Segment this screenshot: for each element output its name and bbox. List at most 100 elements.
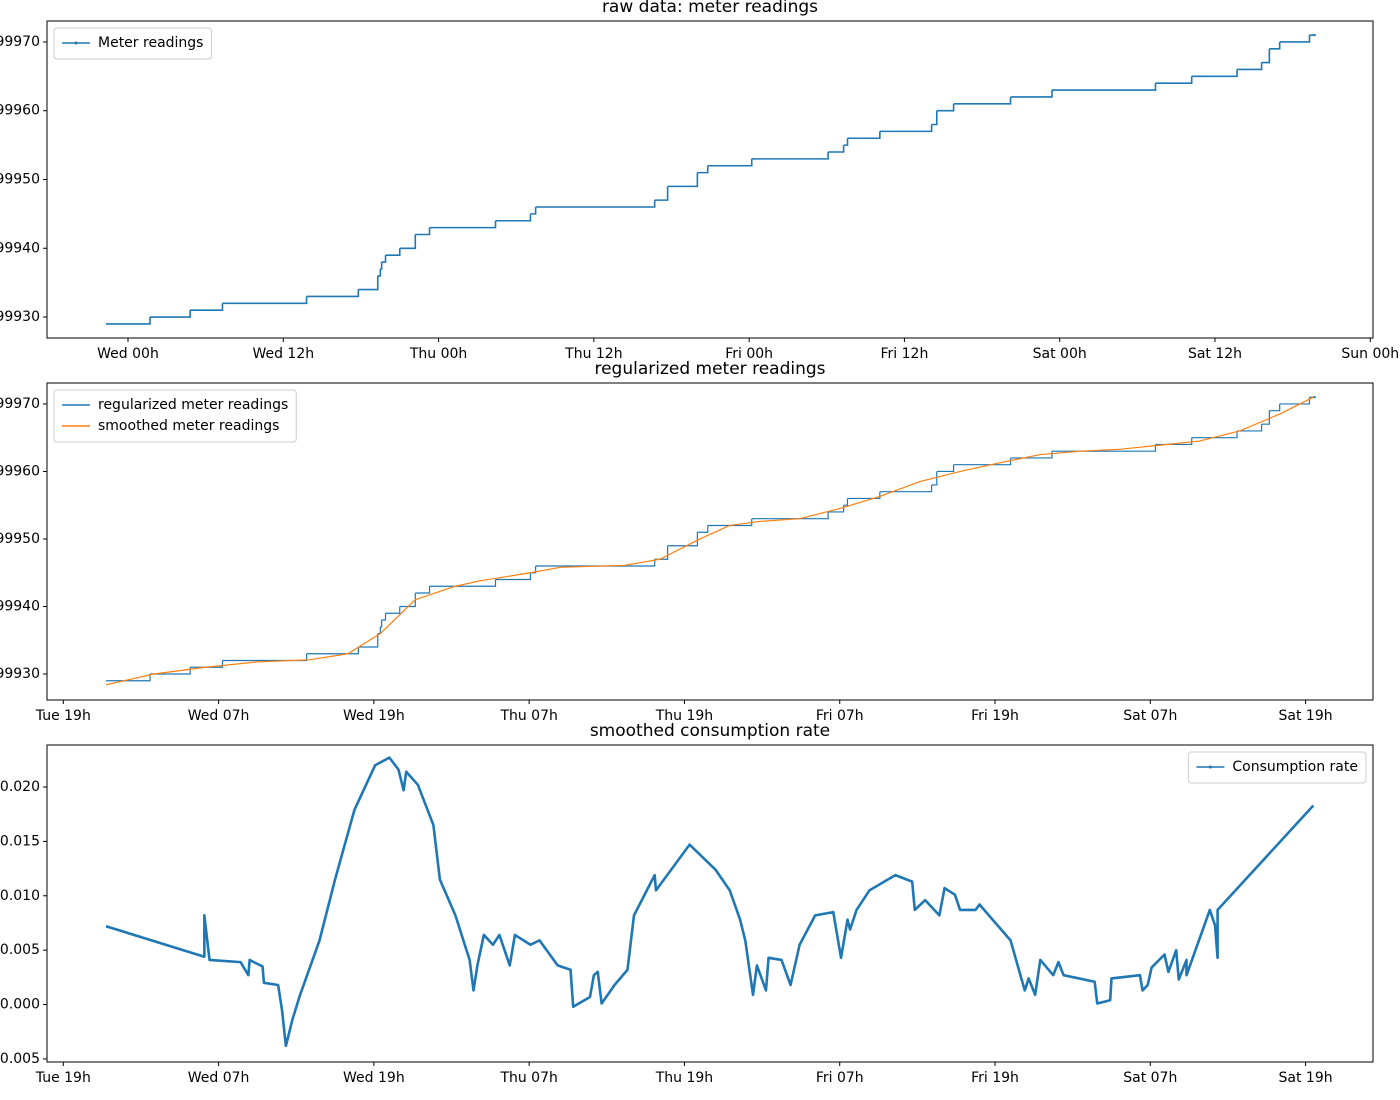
y-tick-label: 99940 xyxy=(0,598,40,614)
step-segment xyxy=(495,572,532,581)
step-segment xyxy=(106,317,151,325)
step-segment xyxy=(535,200,656,208)
legend: regularized meter readings smoothed meter… xyxy=(53,389,297,443)
step-segment xyxy=(222,653,308,662)
x-tick-label: Fri 07h xyxy=(816,708,864,724)
step-segment xyxy=(381,255,387,263)
step-segment xyxy=(399,234,417,250)
step-segment xyxy=(530,207,537,215)
legend-marker xyxy=(1208,765,1212,769)
y-tick-label: 99930 xyxy=(0,309,40,325)
step-segment xyxy=(654,545,669,560)
step-segment xyxy=(828,145,845,153)
step-segment xyxy=(150,310,191,318)
step-segment xyxy=(843,138,849,146)
step-segment xyxy=(751,511,829,520)
x-tick-label: Sat 07h xyxy=(1123,1070,1177,1086)
legend-box xyxy=(53,27,212,60)
x-tick-label: Sun 00h xyxy=(1341,346,1399,362)
x-tick-label: Sat 19h xyxy=(1279,708,1333,724)
step-segment xyxy=(415,586,431,594)
legend-marker xyxy=(74,41,78,45)
series-line xyxy=(105,756,1315,1048)
step-segment xyxy=(1237,62,1263,71)
step-segment xyxy=(953,96,1012,105)
y-tick-label: 99970 xyxy=(0,34,40,50)
step-segment xyxy=(751,151,829,160)
x-tick-label: Fri 07h xyxy=(816,1070,864,1086)
step-segment xyxy=(697,525,709,533)
step-segment xyxy=(667,532,698,547)
subplot: raw data: meter readings Wed 00h Wed 12h Th… xyxy=(0,0,1399,362)
x-tick-label: Fri 19h xyxy=(971,708,1019,724)
step-segment xyxy=(1261,410,1270,425)
y-tick-label: 99930 xyxy=(0,666,40,682)
x-tick-label: Fri 19h xyxy=(971,1070,1019,1086)
legend-label: Consumption rate xyxy=(1232,759,1358,775)
x-tick-label: Thu 07h xyxy=(499,708,557,724)
step-segment xyxy=(380,262,383,270)
x-tick-label: Sat 00h xyxy=(1033,346,1087,362)
step-segment xyxy=(1010,90,1053,98)
step-segment xyxy=(377,268,382,277)
end-point xyxy=(1313,33,1316,37)
step-segment xyxy=(1155,76,1193,85)
subplot: regularized meter readings Tue 19h Wed 07h… xyxy=(0,359,1374,724)
y-tick-label: 0.010 xyxy=(0,888,40,904)
step-segment xyxy=(936,464,955,473)
step-segment xyxy=(936,103,955,112)
y-tick-label: 0.015 xyxy=(0,833,40,849)
axes-frame xyxy=(46,744,1374,1063)
step-segment xyxy=(190,303,224,311)
step-segment xyxy=(385,248,401,256)
step-segment xyxy=(399,592,416,608)
series-line xyxy=(105,396,1314,686)
step-segment xyxy=(1279,35,1311,43)
x-tick-label: Wed 12h xyxy=(252,346,314,362)
step-segment xyxy=(495,213,532,222)
step-segment xyxy=(429,579,497,587)
step-segment xyxy=(1261,48,1271,64)
x-tick-label: Thu 12h xyxy=(564,346,622,362)
step-segment xyxy=(358,633,379,648)
y-tick-label: -0.005 xyxy=(0,1051,40,1067)
step-segment xyxy=(1191,430,1238,439)
legend: Meter readings xyxy=(53,27,212,60)
step-segment xyxy=(190,660,224,668)
step-segment xyxy=(1051,83,1157,91)
step-segment xyxy=(1269,41,1281,50)
step-segment xyxy=(106,674,151,682)
step-segment xyxy=(1279,397,1311,405)
step-segment xyxy=(953,457,1012,466)
y-tick-label: 99950 xyxy=(0,531,40,547)
step-segment xyxy=(535,559,656,567)
legend-box xyxy=(53,389,297,443)
step-segment xyxy=(380,619,383,628)
legend-label: regularized meter readings xyxy=(98,397,288,413)
x-tick-label: Wed 00h xyxy=(97,346,159,362)
y-tick-label: 0.000 xyxy=(0,997,40,1013)
axes-frame xyxy=(46,20,1374,339)
subplot-title: smoothed consumption rate xyxy=(590,721,830,741)
x-tick-label: Wed 19h xyxy=(343,708,405,724)
y-tick-label: 99960 xyxy=(0,463,40,479)
y-tick-label: 99950 xyxy=(0,172,40,188)
step-segment xyxy=(381,613,387,621)
end-point xyxy=(1313,395,1316,399)
x-tick-label: Wed 19h xyxy=(343,1070,405,1086)
legend-box xyxy=(1187,751,1367,784)
step-segment xyxy=(879,484,933,493)
y-tick-label: 0.005 xyxy=(0,942,40,958)
step-segment xyxy=(358,275,379,291)
step-segment xyxy=(377,626,381,635)
subplot: smoothed consumption rate Tue 19h Wed 07h W… xyxy=(0,721,1374,1086)
legend: Consumption rate xyxy=(1187,751,1367,784)
y-tick-label: 99960 xyxy=(0,103,40,119)
legend-label: smoothed meter readings xyxy=(98,418,279,434)
subplot-title: raw data: meter readings xyxy=(602,0,818,17)
x-tick-label: Sat 07h xyxy=(1123,708,1177,724)
step-segment xyxy=(847,491,881,500)
x-tick-label: Sat 12h xyxy=(1188,346,1242,362)
step-segment xyxy=(1269,403,1281,412)
